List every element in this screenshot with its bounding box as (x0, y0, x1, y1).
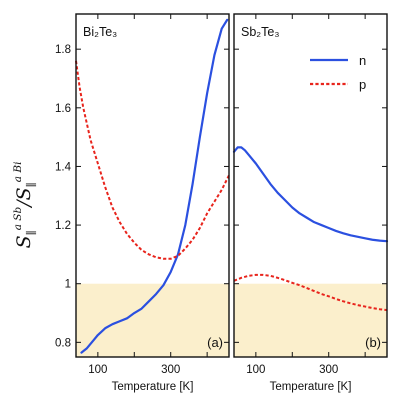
panel-b-x-axis-title: Temperature [K] (270, 381, 352, 393)
panel-b-x-tick-label: 300 (319, 364, 338, 376)
panel-a: 100 300 0.8 1 1.2 1.4 1.6 1.8 Bi₂Te₃ (a) Temper… (55, 13, 230, 393)
panel-b: 100 300 Sb₂Te₃ (b) Temperature [K] np (232, 13, 389, 393)
panel-a-x-tick-label: 100 (88, 364, 107, 376)
panel-a-y-tick-label: 1.6 (55, 103, 71, 115)
panel-a-title: Bi₂Te₃ (83, 25, 117, 39)
panel-a-x-tick-label: 300 (161, 364, 180, 376)
y-axis-title-sub2: ∥ (25, 182, 38, 187)
legend-label-p: p (359, 77, 366, 92)
panel-b-shaded-region (234, 283, 387, 357)
legend: np (310, 53, 366, 92)
panel-a-y-tick-label: 1.4 (55, 161, 72, 173)
panel-a-series (75, 18, 230, 354)
panel-b-tag: (b) (365, 335, 381, 350)
y-axis-title-sup1: a Sb (12, 207, 24, 231)
y-axis-title-slash: / (13, 199, 35, 209)
panel-b-ticks: 100 300 (234, 14, 387, 376)
panel-a-y-tick-label: 0.8 (55, 337, 71, 349)
panel-b-x-tick-label: 100 (246, 364, 265, 376)
panel-a-series-p (75, 60, 230, 260)
y-axis-title-s1: S (13, 235, 35, 248)
panel-a-y-tick-label: 1.2 (55, 220, 71, 232)
panel-a-tag: (a) (207, 335, 223, 350)
panel-a-frame (75, 13, 230, 358)
svg-text:S∥a Sb/S∥a Bi: S∥a Sb/S∥a Bi (12, 162, 38, 249)
legend-label-n: n (359, 53, 366, 68)
panel-b-series (232, 146, 389, 312)
y-axis-title-sub1: ∥ (25, 230, 38, 235)
panel-a-x-axis-title: Temperature [K] (112, 381, 194, 393)
panel-a-series-n (80, 18, 229, 354)
y-axis-title-sup2: a Bi (12, 162, 24, 183)
y-axis-title-s2: S (13, 187, 35, 200)
panel-a-y-tick-label: 1.8 (55, 44, 71, 56)
y-axis-title: S∥a Sb/S∥a Bi (12, 162, 38, 249)
panel-b-series-n (232, 146, 389, 243)
panel-a-shaded-region (76, 283, 229, 357)
panel-a-ticks: 100 300 0.8 1 1.2 1.4 1.6 1.8 (55, 14, 229, 376)
panel-b-frame (233, 13, 388, 358)
panel-b-title: Sb₂Te₃ (241, 25, 279, 39)
panel-a-y-tick-label: 1 (65, 279, 71, 291)
